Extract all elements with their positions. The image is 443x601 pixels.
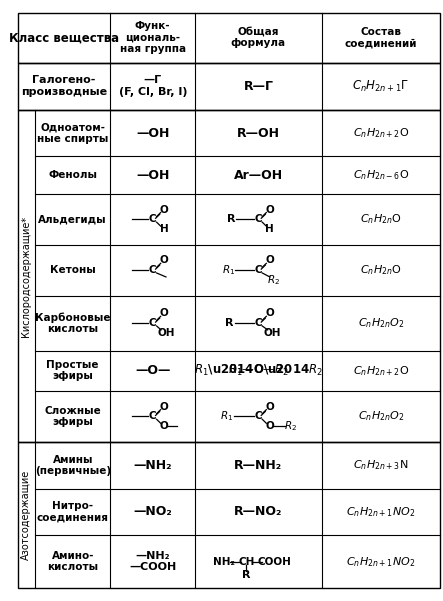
Text: $C_nH_{2n+2}$O: $C_nH_{2n+2}$O [353, 364, 409, 377]
Text: OH: OH [264, 328, 281, 338]
Text: R—Г: R—Г [243, 80, 273, 93]
Text: —OH: —OH [136, 127, 169, 139]
Text: $C_nH_{2n+1}NO_2$: $C_nH_{2n+1}NO_2$ [346, 505, 416, 519]
Text: C: C [255, 215, 262, 224]
Text: O: O [159, 402, 168, 412]
Text: Кетоны: Кетоны [50, 265, 96, 275]
Text: CH: CH [238, 557, 254, 567]
Text: Фенолы: Фенолы [48, 170, 97, 180]
Text: $C_nH_{2n}$O: $C_nH_{2n}$O [360, 263, 402, 277]
Text: $R_2$: $R_2$ [267, 273, 280, 287]
Text: C: C [149, 265, 156, 275]
Text: Амины
(первичные): Амины (первичные) [35, 455, 111, 477]
Text: C: C [149, 318, 156, 328]
Bar [18, 442, 440, 588]
Text: Функ-
циональ-
ная группа: Функ- циональ- ная группа [120, 21, 186, 54]
Text: Галогено-
производные: Галогено- производные [21, 76, 107, 97]
Bar [18, 63, 440, 110]
Text: $R_2$: $R_2$ [284, 419, 297, 433]
Text: O: O [265, 421, 274, 431]
Text: Азотсодержащие: Азотсодержащие [21, 470, 31, 560]
Bar [18, 13, 440, 63]
Text: C: C [149, 412, 156, 421]
Text: O: O [159, 308, 168, 319]
Text: $C_nH_{2n}$O: $C_nH_{2n}$O [360, 212, 402, 226]
Text: C: C [255, 318, 262, 328]
Text: $C_nH_{2n+3}$N: $C_nH_{2n+3}$N [353, 459, 408, 472]
Text: R—NH₂: R—NH₂ [234, 459, 283, 472]
Text: O: O [265, 255, 274, 266]
Text: —OH: —OH [136, 169, 169, 182]
Text: $R_1$\u2014O\u2014$R_2$: $R_1$\u2014O\u2014$R_2$ [194, 363, 323, 378]
Text: O: O [159, 421, 168, 431]
Text: —NH₂: —NH₂ [133, 459, 172, 472]
Text: Общая
формула: Общая формула [231, 27, 286, 49]
Text: C: C [255, 412, 262, 421]
Text: R: R [227, 215, 235, 224]
Text: $R_1$: $R_1$ [220, 409, 233, 423]
Bar [18, 110, 440, 442]
Text: O: O [159, 255, 168, 266]
Text: R—OH: R—OH [237, 127, 280, 139]
Text: O: O [159, 205, 168, 215]
Text: Состав
соединений: Состав соединений [345, 27, 417, 49]
Text: Карбоновые
кислоты: Карбоновые кислоты [35, 312, 110, 334]
Text: OH: OH [157, 328, 175, 338]
Text: $C_nH_{2n}O_2$: $C_nH_{2n}O_2$ [358, 409, 404, 423]
Text: —Г
(F, Cl, Br, I): —Г (F, Cl, Br, I) [119, 76, 187, 97]
Text: R—NO₂: R—NO₂ [234, 505, 283, 519]
Text: Ar—OH: Ar—OH [234, 169, 283, 182]
Text: Класс вещества: Класс вещества [9, 31, 119, 44]
Text: Сложные
эфиры: Сложные эфиры [44, 406, 101, 427]
Text: Кислородсодержащие*: Кислородсодержащие* [21, 216, 31, 337]
Text: R: R [225, 318, 233, 328]
Text: Одноатом-
ные спирты: Одноатом- ные спирты [37, 123, 109, 144]
Text: H: H [159, 224, 168, 234]
Text: R: R [242, 570, 250, 581]
Text: C: C [255, 265, 262, 275]
Text: —NH₂
—COOH: —NH₂ —COOH [129, 551, 176, 573]
Text: $R_1$: $R_1$ [222, 263, 236, 277]
Text: $C_nH_{2n}O_2$: $C_nH_{2n}O_2$ [358, 316, 404, 330]
Text: C: C [149, 215, 156, 224]
Text: O: O [265, 308, 274, 319]
Text: $C_nH_{2n-6}$O: $C_nH_{2n-6}$O [353, 168, 409, 182]
Text: Альдегиды: Альдегиды [39, 215, 107, 224]
Text: Нитро-
соединения: Нитро- соединения [37, 501, 109, 523]
Text: —O—: —O— [135, 364, 171, 377]
Text: —NO₂: —NO₂ [133, 505, 172, 519]
Text: NH₂: NH₂ [213, 557, 235, 567]
Text: COOH: COOH [258, 557, 291, 567]
Text: O: O [265, 402, 274, 412]
Text: $C_nH_{2n+1}$Г: $C_nH_{2n+1}$Г [352, 79, 409, 94]
Text: Простые
эфиры: Простые эфиры [47, 360, 99, 382]
Text: H: H [265, 224, 274, 234]
Text: O: O [265, 205, 274, 215]
Text: $R_1$—O—$R_2$: $R_1$—O—$R_2$ [228, 363, 289, 378]
Text: $C_nH_{2n+2}$O: $C_nH_{2n+2}$O [353, 126, 409, 140]
Text: $C_nH_{2n+1}NO_2$: $C_nH_{2n+1}NO_2$ [346, 555, 416, 569]
Text: Амино-
кислоты: Амино- кислоты [47, 551, 98, 573]
